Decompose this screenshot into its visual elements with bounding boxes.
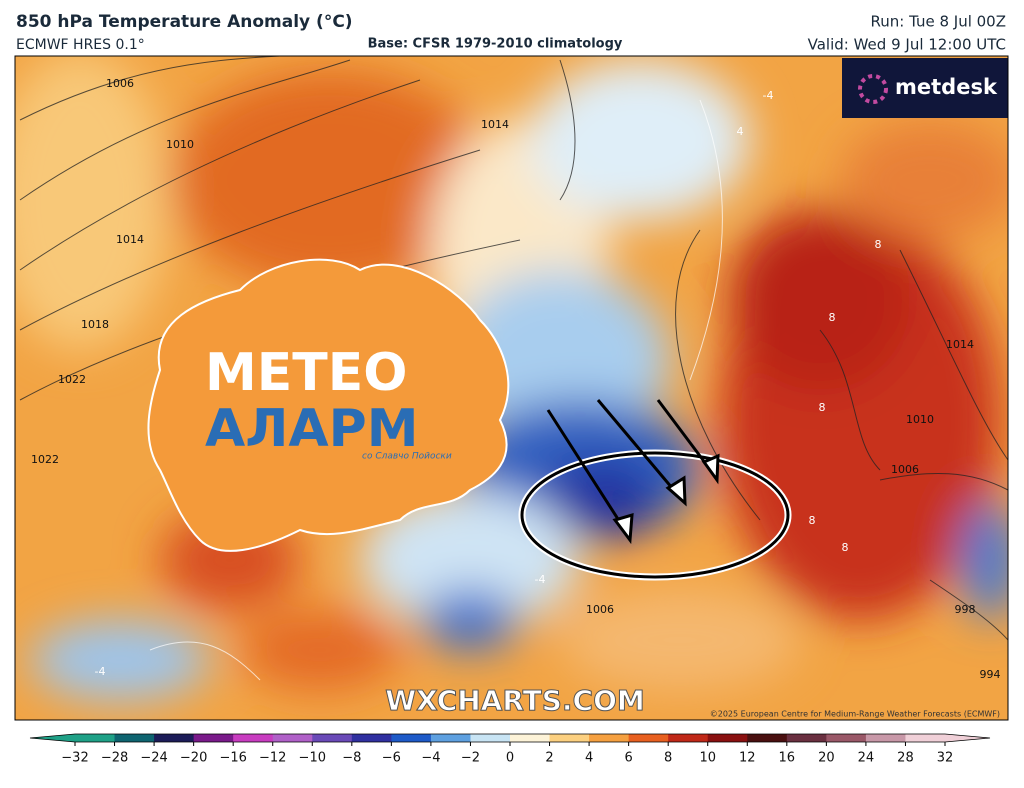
valid: Valid: Wed 9 Jul 12:00 UTC: [808, 36, 1006, 54]
colorbar-tick-label: 4: [585, 751, 593, 766]
map: МЕТЕО АЛАРМ со Славчо Пойоски metdesk WX…: [15, 56, 1008, 720]
contour-label: -4: [535, 573, 546, 586]
model: ECMWF HRES 0.1°: [16, 37, 145, 53]
colorbar-tick-label: 10: [699, 751, 716, 766]
meteo-line1: МЕТЕО: [205, 343, 407, 403]
colorbar-tick-label: 6: [624, 751, 632, 766]
colorbar-segment: [430, 734, 471, 742]
contour-label: 4: [737, 125, 744, 138]
colorbar-tick-label: −4: [421, 751, 440, 766]
title: 850 hPa Temperature Anomaly (°C): [16, 12, 353, 32]
contour-label: 8: [809, 514, 816, 527]
colorbar-tick-label: −6: [382, 751, 401, 766]
colorbar-segment: [826, 734, 867, 742]
colorbar-extend-high: [945, 734, 990, 742]
colorbar-tick-label: 32: [937, 751, 954, 766]
credit: ©2025 European Centre for Medium-Range W…: [710, 710, 1000, 719]
colorbar-segment: [707, 734, 748, 742]
colorbar-segment: [510, 734, 551, 742]
contour-label: 1022: [31, 453, 59, 466]
colorbar-tick-label: 28: [897, 751, 914, 766]
contour-label: 998: [955, 603, 976, 616]
contour-label: 8: [875, 238, 882, 251]
watermark: WXCHARTS.COM: [385, 684, 645, 717]
colorbar-tick-label: 16: [779, 751, 796, 766]
contour-label: -4: [763, 89, 774, 102]
contour-label: 8: [829, 311, 836, 324]
contour-label: 1010: [906, 413, 934, 426]
contour-label: 8: [819, 401, 826, 414]
colorbar-tick-label: −2: [461, 751, 480, 766]
colorbar-segment: [154, 734, 195, 742]
colorbar-segment: [549, 734, 590, 742]
contour-label: 1006: [586, 603, 614, 616]
colorbar-tick-label: −20: [180, 751, 207, 766]
base: Base: CFSR 1979-2010 climatology: [368, 37, 623, 52]
run: Run: Tue 8 Jul 00Z: [870, 13, 1006, 31]
contour-label: 1022: [58, 373, 86, 386]
colorbar-tick-label: 2: [545, 751, 553, 766]
colorbar-segment: [668, 734, 709, 742]
colorbar-segment: [865, 734, 906, 742]
colorbar-tick-label: 8: [664, 751, 672, 766]
colorbar-tick-label: 24: [858, 751, 875, 766]
colorbar-segment: [233, 734, 274, 742]
colorbar-tick-label: −8: [342, 751, 361, 766]
contour-label: 1018: [81, 318, 109, 331]
meteo-line2: АЛАРМ: [205, 399, 419, 459]
contour-label: 8: [842, 541, 849, 554]
colorbar-segment: [312, 734, 353, 742]
colorbar-segment: [786, 734, 827, 742]
colorbar-tick-label: −28: [101, 751, 128, 766]
colorbar-tick-label: −16: [219, 751, 246, 766]
contour-label: 994: [980, 668, 1001, 681]
contour-label: 1014: [946, 338, 974, 351]
contour-label: 1014: [116, 233, 144, 246]
meteo-tagline: со Славчо Пойоски: [362, 452, 452, 462]
colorbar-segment: [628, 734, 669, 742]
metdesk-logo: metdesk: [895, 75, 998, 99]
colorbar-segment: [272, 734, 313, 742]
contour-label: 1006: [106, 77, 134, 90]
colorbar-segment: [351, 734, 392, 742]
colorbar-segment: [75, 734, 116, 742]
contour-label: 1010: [166, 138, 194, 151]
colorbar-segment: [905, 734, 946, 742]
colorbar-segment: [391, 734, 432, 742]
colorbar-extend-low: [30, 734, 75, 742]
colorbar-tick-label: −24: [140, 751, 167, 766]
colorbar-tick-label: 0: [506, 751, 514, 766]
contour-label: 1006: [891, 463, 919, 476]
colorbar-tick-label: 20: [818, 751, 835, 766]
colorbar-tick-label: −12: [259, 751, 286, 766]
colorbar-segment: [747, 734, 788, 742]
colorbar-segment: [470, 734, 511, 742]
colorbar-segment: [589, 734, 630, 742]
colorbar-tick-label: −10: [299, 751, 326, 766]
colorbar-segment: [114, 734, 155, 742]
colorbar-tick-label: 12: [739, 751, 756, 766]
contour-label: 1014: [481, 118, 509, 131]
contour-label: -4: [95, 665, 106, 678]
colorbar-tick-label: −32: [61, 751, 88, 766]
colorbar-segment: [193, 734, 234, 742]
